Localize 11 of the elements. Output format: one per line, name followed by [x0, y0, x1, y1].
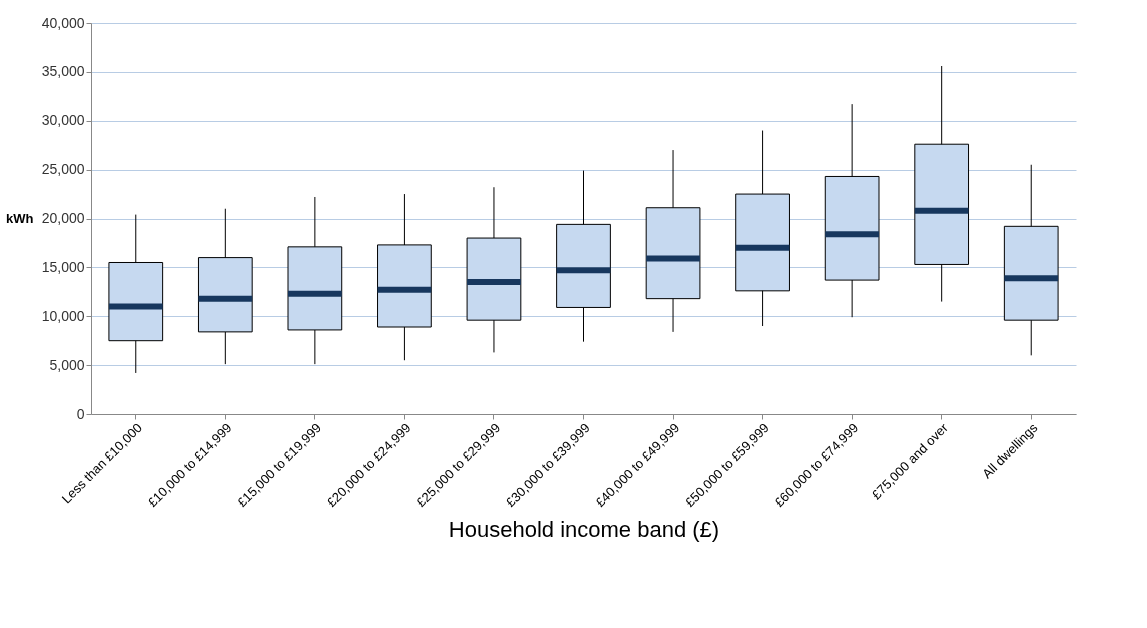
y-tick-label: 10,000	[41, 307, 85, 324]
x-axis-title: Household income band (£)	[448, 516, 720, 542]
y-tick-label: 35,000	[41, 63, 85, 80]
y-tick-label: 0	[76, 405, 85, 422]
y-tick-label: 40,000	[41, 14, 85, 31]
y-tick-label: 20,000	[41, 210, 85, 226]
y-tick-label: 5,000	[49, 356, 85, 373]
y-tick-label: 30,000	[41, 112, 85, 129]
y-tick-label: 25,000	[41, 161, 85, 178]
y-tick-label: 15,000	[41, 258, 85, 275]
y-axis-title: kWh	[6, 211, 34, 226]
